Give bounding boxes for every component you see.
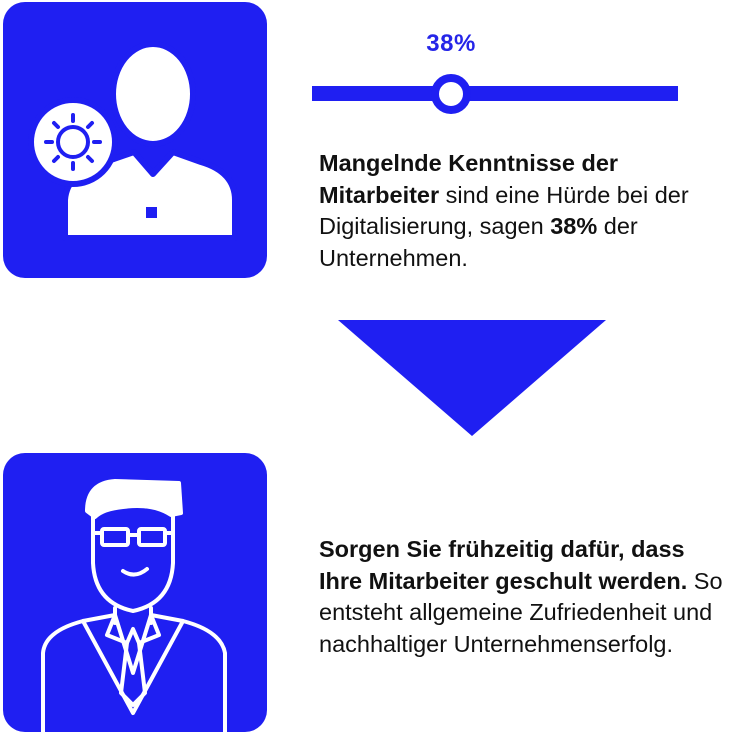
trained-employee-icon bbox=[3, 453, 267, 732]
statement-bold: Mangelnde Kenntnisse der Mitarbeiter bbox=[319, 150, 619, 208]
statement-middle: sind eine Hürde bei der Digitalisierung,… bbox=[319, 181, 689, 240]
trained-employee-illustration bbox=[41, 479, 227, 732]
recommendation-bold: Sorgen Sie frühzeitig dafür, dass Ihre M… bbox=[319, 536, 688, 594]
down-arrow-icon bbox=[338, 320, 606, 436]
meter-value-label: 38% bbox=[426, 30, 476, 57]
statement-value: 38% bbox=[550, 213, 598, 239]
statement-end: der Unternehmen. bbox=[319, 213, 638, 271]
percentage-meter: 38% bbox=[312, 30, 678, 130]
worried-employee-icon bbox=[3, 2, 267, 278]
recommendation-rest: So entsteht allgemeine Zufriedenheit und… bbox=[319, 567, 723, 657]
employee-illustration bbox=[28, 41, 238, 241]
recommendation-text: Sorgen Sie frühzeitig dafür, dass Ihre M… bbox=[319, 534, 731, 660]
meter-knob bbox=[431, 74, 472, 114]
statement-text: Mangelnde Kenntnisse der Mitarbeiter sin… bbox=[319, 148, 731, 274]
meter-track bbox=[312, 86, 678, 101]
